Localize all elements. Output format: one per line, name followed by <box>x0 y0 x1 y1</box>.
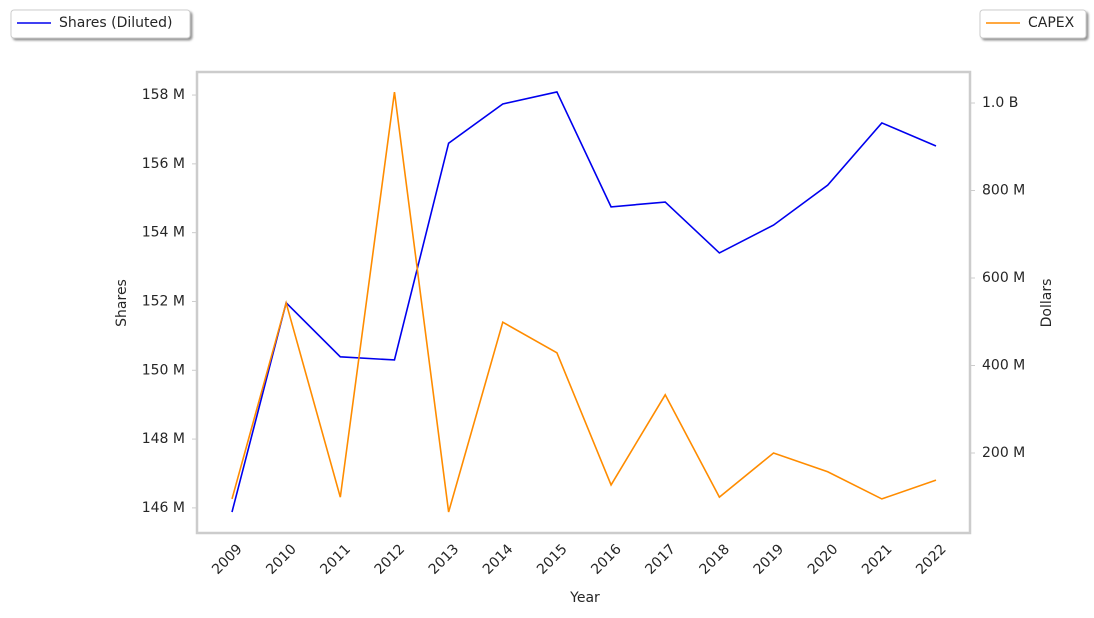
y-tick-label: 152 M <box>142 293 185 309</box>
x-tick-label: 2018 <box>697 541 734 578</box>
y-tick-label: 156 M <box>142 156 185 172</box>
legend: CAPEX <box>979 9 1087 39</box>
legend-box <box>10 9 191 39</box>
x-tick-label: 2021 <box>859 541 896 578</box>
x-tick-label: 2011 <box>317 541 354 578</box>
x-tick-label: 2020 <box>805 541 842 578</box>
y-tick-label: 150 M <box>142 362 185 378</box>
x-tick-label: 2012 <box>372 541 409 578</box>
legend-label: CAPEX <box>1028 15 1075 31</box>
x-tick-label: 2015 <box>534 541 571 578</box>
y2-tick-label: 600 M <box>982 270 1025 286</box>
x-tick-label: 2017 <box>642 541 679 578</box>
y2-tick-label: 200 M <box>982 445 1025 461</box>
y-axis-label: Shares <box>114 279 130 327</box>
plot-frame <box>195 70 972 535</box>
x-tick-label: 2019 <box>751 541 788 578</box>
y2-tick-label: 800 M <box>982 183 1025 199</box>
y-tick-label: 154 M <box>142 225 185 241</box>
x-tick-label: 2009 <box>209 541 246 578</box>
x-tick-label: 2016 <box>588 541 625 578</box>
x-tick-label: 2013 <box>426 541 463 578</box>
y-tick-label: 146 M <box>142 500 185 516</box>
y-tick-label: 158 M <box>142 87 185 103</box>
legend: Shares (Diluted) <box>10 9 191 39</box>
y2-axis-label: Dollars <box>1039 279 1055 328</box>
x-axis-label: Year <box>569 590 600 606</box>
legend-box <box>979 9 1087 39</box>
x-tick-label: 2022 <box>913 541 950 578</box>
legend-label: Shares (Diluted) <box>59 15 173 31</box>
y-tick-label: 148 M <box>142 431 185 447</box>
series-line <box>231 91 937 513</box>
y2-tick-label: 1.0 B <box>982 95 1018 111</box>
y2-tick-label: 400 M <box>982 357 1025 373</box>
x-tick-label: 2010 <box>263 541 300 578</box>
x-tick-label: 2014 <box>480 541 517 578</box>
series-line <box>231 91 937 513</box>
